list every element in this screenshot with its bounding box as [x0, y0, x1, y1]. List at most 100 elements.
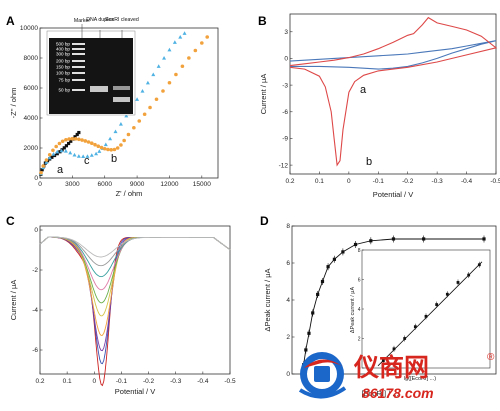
- panel-b-label: B: [258, 14, 267, 28]
- panel-b-series-a: [289, 40, 497, 70]
- panel-a-point-b: [99, 145, 104, 150]
- gel-ladder-band: [72, 60, 85, 62]
- panel-d-y-tick-label: 6: [286, 260, 290, 267]
- panel-a-point-c: [89, 153, 94, 157]
- panel-a-y-tick-label: 6000: [24, 85, 39, 92]
- panel-c: C 0.2 0.1 0 -0.1 -0.2 -0.3 -0.4 -0.5 -6 -4 -2 0 Po…: [6, 214, 236, 396]
- panel-a-point-c: [72, 152, 77, 157]
- gel-ladder-label: 50 bp: [59, 88, 71, 93]
- panel-d-xlabel: [EcoRI] / ...: [361, 389, 398, 398]
- gel-inset: Marker DNA duplex EcoRI cleaved 500 bp40…: [46, 17, 139, 116]
- watermark-url: 86178.com: [362, 385, 434, 401]
- panel-a-point-b: [93, 142, 97, 147]
- panel-b-x-tick-label: -0.3: [432, 178, 444, 185]
- panel-a-point-b: [80, 138, 84, 142]
- panel-a-curve-label-c: c: [84, 155, 90, 167]
- panel-c-series: [39, 236, 231, 387]
- panel-a-point-c: [167, 47, 172, 52]
- panel-a-point-b: [161, 89, 165, 93]
- panel-a-point-a: [40, 168, 44, 172]
- panel-a-x-tick-label: 15000: [193, 181, 211, 188]
- panel-a-y-tick-label: 10000: [20, 25, 38, 32]
- panel-d-inset-y-ticks: 0 2 4 6 8: [358, 248, 364, 372]
- panel-a-point-c: [172, 40, 177, 44]
- panel-a-point-a: [55, 152, 59, 156]
- panel-c-x-tick-label: -0.2: [143, 378, 155, 385]
- panel-a-point-c: [55, 149, 60, 154]
- panel-a-point-c: [94, 151, 99, 156]
- panel-a-curve-label-a: a: [57, 164, 64, 176]
- panel-b-x-ticks: 0.2 0.1 0 -0.1 -0.2 -0.3 -0.4 -0.5: [285, 171, 500, 185]
- panel-d-marks: [302, 235, 486, 369]
- panel-c-xlabel: Potential / V: [115, 387, 155, 396]
- panel-d-inset-y-tick-label: 4: [358, 307, 361, 313]
- panel-a-xlabel: Z' / ohm: [116, 189, 143, 198]
- panel-a-x-ticks: 0 3000 6000 9000 12000 15000: [38, 175, 211, 188]
- panel-d-point: [341, 250, 345, 254]
- panel-a-point-a: [75, 132, 79, 137]
- panel-d-inset-y-tick-label: 2: [358, 336, 361, 342]
- panel-a-point-a: [62, 146, 66, 150]
- panel-a-point-b: [126, 132, 131, 137]
- panel-c-series: [39, 236, 231, 304]
- panel-a-point-b: [86, 140, 91, 144]
- panel-c-x-tick-label: -0.3: [170, 378, 182, 385]
- panel-b-frame: [289, 13, 497, 175]
- panel-a-point-b: [115, 146, 120, 150]
- panel-c-y-tick-label: -4: [32, 307, 38, 314]
- panel-d-inset-point: [456, 281, 460, 284]
- panel-a-y-tick-label: 4000: [24, 115, 39, 122]
- panel-a-point-a: [73, 135, 77, 139]
- panel-a-point-b: [47, 152, 52, 157]
- panel-a-y-tick-label: 2000: [24, 145, 39, 152]
- panel-b-series-b: [289, 16, 498, 167]
- panel-a-point-b: [89, 141, 94, 145]
- panel-c-series: [39, 236, 231, 352]
- panel-a-point-c: [51, 152, 56, 156]
- panel-a-point-b: [122, 138, 126, 143]
- panel-a-point-b: [51, 148, 55, 153]
- panel-b: B 0.2 0.1 0 -0.1 -0.2 -0.3 -0.4 -0.5 -12 -9 -6 -3 0…: [258, 13, 500, 199]
- panel-a-point-a: [50, 155, 54, 159]
- panel-a-point-b: [70, 136, 75, 141]
- panel-b-curve-label-b: b: [366, 156, 372, 168]
- panel-a-point-b: [77, 137, 81, 142]
- panel-a-point-c: [151, 72, 156, 77]
- panel-c-x-tick-label: -0.4: [197, 378, 209, 385]
- panel-d-point: [332, 257, 337, 261]
- panel-d-inset-marks: [377, 261, 483, 367]
- panel-a-point-c: [47, 155, 52, 160]
- panel-d-inset-point: [467, 273, 471, 277]
- panel-a-point-c: [156, 64, 161, 68]
- watermark-logo-icon: [298, 352, 347, 399]
- panel-d-y-ticks: 0 2 4 6 8: [286, 223, 295, 378]
- panel-a-point-b: [154, 97, 159, 102]
- panel-b-xlabel: Potential / V: [373, 190, 413, 199]
- panel-a-frame: [39, 27, 219, 179]
- panel-a-point-b: [60, 139, 65, 144]
- gel-band-duplex: [90, 86, 108, 92]
- panel-a-point-b: [44, 158, 49, 162]
- panel-a-point-c: [145, 80, 150, 85]
- gel-ladder-band: [72, 89, 85, 91]
- panel-a-curve-label-b: b: [111, 153, 117, 165]
- panel-d-inset-point: [413, 325, 417, 329]
- panel-b-x-tick-label: 0.1: [315, 178, 324, 185]
- panel-d-inset-frame: [361, 249, 491, 369]
- panel-d-point: [353, 242, 358, 247]
- panel-b-y-tick-label: 0: [284, 56, 288, 63]
- gel-ladder-band: [72, 53, 85, 55]
- panel-a-point-b: [83, 139, 88, 143]
- panel-a-point-c: [124, 113, 129, 118]
- panel-a-point-c: [140, 89, 145, 93]
- panel-c-x-tick-label: -0.5: [224, 378, 236, 385]
- panel-a-point-c: [162, 56, 167, 60]
- panel-b-ylabel: Current / μA: [259, 74, 268, 115]
- panel-c-series: [39, 236, 231, 291]
- gel-col-duplex: DNA duplex: [86, 17, 114, 23]
- gel-ladder-band: [72, 48, 85, 50]
- panel-a-point-b: [148, 105, 152, 110]
- gel-col-cleaved: EcoRI cleaved: [105, 17, 139, 23]
